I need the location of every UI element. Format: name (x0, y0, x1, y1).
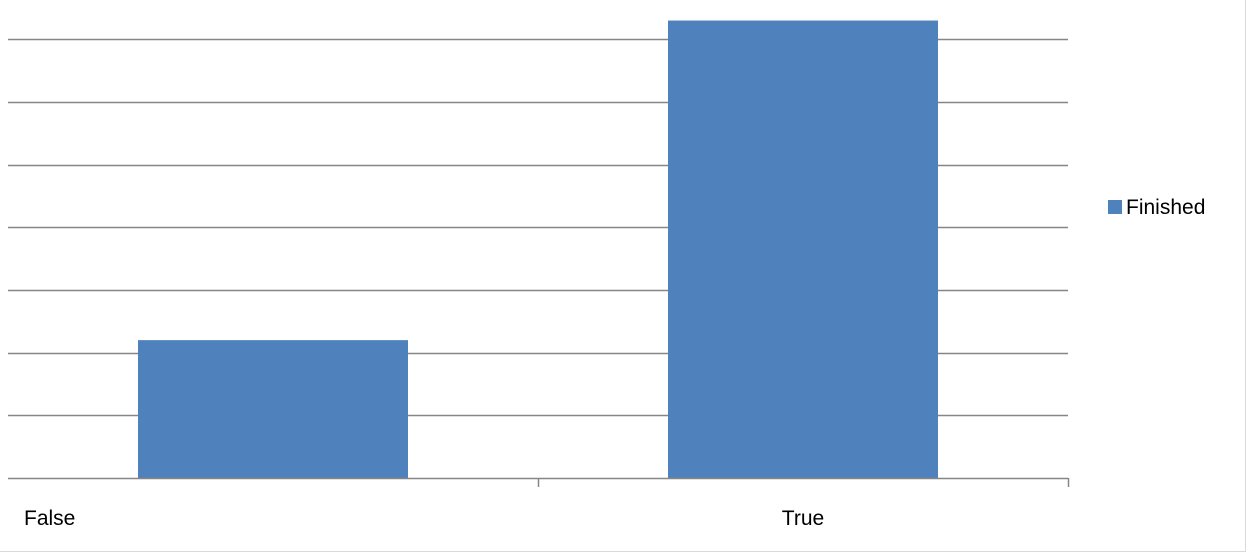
bar-true (668, 21, 938, 478)
x-tick-label-true: True (782, 507, 824, 530)
legend-swatch-finished (1108, 200, 1122, 214)
legend-label-finished: Finished (1126, 196, 1205, 219)
bar-false (138, 340, 408, 478)
x-tick-label-false: False (24, 507, 75, 530)
